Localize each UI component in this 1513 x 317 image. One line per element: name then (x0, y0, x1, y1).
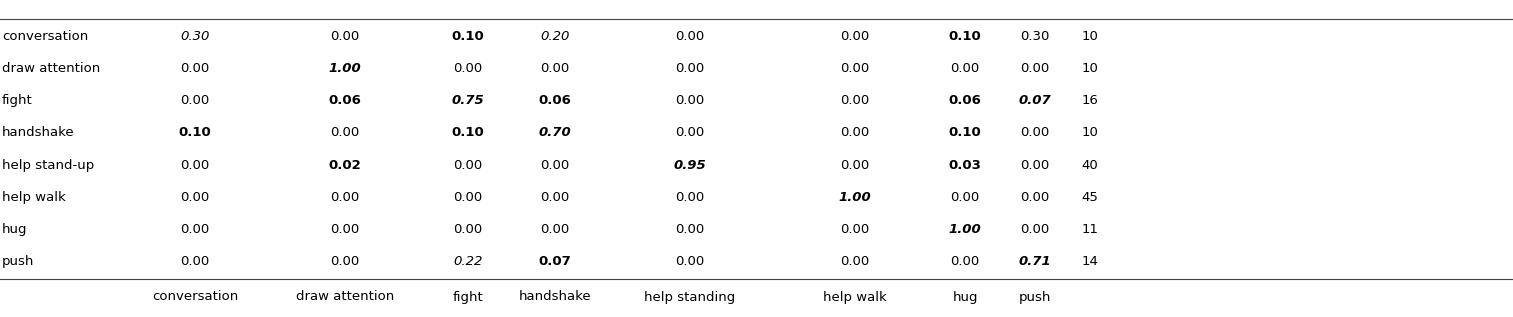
Text: 0.06: 0.06 (539, 94, 572, 107)
Text: 0.20: 0.20 (540, 29, 570, 42)
Text: 0.00: 0.00 (180, 158, 210, 171)
Text: push: push (1018, 290, 1052, 303)
Text: 1.00: 1.00 (949, 223, 982, 236)
Text: 0.30: 0.30 (180, 29, 210, 42)
Text: fight: fight (2, 94, 33, 107)
Text: 0.00: 0.00 (840, 62, 870, 75)
Text: 0.10: 0.10 (949, 126, 982, 139)
Text: 0.00: 0.00 (330, 256, 360, 268)
Text: 0.10: 0.10 (179, 126, 212, 139)
Text: 0.00: 0.00 (675, 126, 705, 139)
Text: push: push (2, 256, 35, 268)
Text: 0.00: 0.00 (330, 126, 360, 139)
Text: 0.22: 0.22 (454, 256, 483, 268)
Text: 0.75: 0.75 (451, 94, 484, 107)
Text: 0.00: 0.00 (330, 29, 360, 42)
Text: draw attention: draw attention (2, 62, 100, 75)
Text: handshake: handshake (2, 126, 74, 139)
Text: 0.00: 0.00 (330, 223, 360, 236)
Text: 0.00: 0.00 (1020, 62, 1050, 75)
Text: 0.00: 0.00 (950, 191, 979, 204)
Text: 0.00: 0.00 (840, 256, 870, 268)
Text: handshake: handshake (519, 290, 592, 303)
Text: 0.06: 0.06 (328, 94, 362, 107)
Text: 0.00: 0.00 (540, 158, 569, 171)
Text: 0.00: 0.00 (180, 191, 210, 204)
Text: 45: 45 (1082, 191, 1098, 204)
Text: 0.70: 0.70 (539, 126, 572, 139)
Text: 0.71: 0.71 (1018, 256, 1052, 268)
Text: hug: hug (2, 223, 27, 236)
Text: 0.00: 0.00 (675, 191, 705, 204)
Text: 10: 10 (1082, 126, 1098, 139)
Text: 0.30: 0.30 (1020, 29, 1050, 42)
Text: 0.00: 0.00 (1020, 223, 1050, 236)
Text: 0.00: 0.00 (540, 191, 569, 204)
Text: 1.00: 1.00 (328, 62, 362, 75)
Text: 0.00: 0.00 (540, 223, 569, 236)
Text: 40: 40 (1082, 158, 1098, 171)
Text: 0.00: 0.00 (675, 29, 705, 42)
Text: 0.10: 0.10 (451, 126, 484, 139)
Text: 0.00: 0.00 (1020, 191, 1050, 204)
Text: fight: fight (452, 290, 483, 303)
Text: 10: 10 (1082, 62, 1098, 75)
Text: 0.00: 0.00 (454, 191, 483, 204)
Text: 0.00: 0.00 (454, 158, 483, 171)
Text: conversation: conversation (151, 290, 238, 303)
Text: 0.00: 0.00 (540, 62, 569, 75)
Text: 0.00: 0.00 (675, 94, 705, 107)
Text: 0.00: 0.00 (675, 62, 705, 75)
Text: help walk: help walk (2, 191, 65, 204)
Text: 0.00: 0.00 (675, 256, 705, 268)
Text: 0.03: 0.03 (949, 158, 982, 171)
Text: 14: 14 (1082, 256, 1098, 268)
Text: 1.00: 1.00 (838, 191, 871, 204)
Text: 0.00: 0.00 (454, 62, 483, 75)
Text: 0.00: 0.00 (454, 223, 483, 236)
Text: 0.00: 0.00 (950, 62, 979, 75)
Text: 0.00: 0.00 (840, 29, 870, 42)
Text: 0.10: 0.10 (451, 29, 484, 42)
Text: 0.00: 0.00 (180, 94, 210, 107)
Text: 0.02: 0.02 (328, 158, 362, 171)
Text: 0.06: 0.06 (949, 94, 982, 107)
Text: 0.00: 0.00 (840, 158, 870, 171)
Text: 0.00: 0.00 (180, 256, 210, 268)
Text: 0.00: 0.00 (840, 126, 870, 139)
Text: 0.00: 0.00 (1020, 158, 1050, 171)
Text: 0.00: 0.00 (180, 62, 210, 75)
Text: 0.00: 0.00 (1020, 126, 1050, 139)
Text: 0.00: 0.00 (330, 191, 360, 204)
Text: 0.07: 0.07 (539, 256, 572, 268)
Text: 0.00: 0.00 (840, 223, 870, 236)
Text: draw attention: draw attention (297, 290, 393, 303)
Text: 16: 16 (1082, 94, 1098, 107)
Text: hug: hug (952, 290, 977, 303)
Text: 0.00: 0.00 (950, 256, 979, 268)
Text: 0.00: 0.00 (180, 223, 210, 236)
Text: 0.00: 0.00 (675, 223, 705, 236)
Text: help walk: help walk (823, 290, 887, 303)
Text: 10: 10 (1082, 29, 1098, 42)
Text: 0.07: 0.07 (1018, 94, 1052, 107)
Text: conversation: conversation (2, 29, 88, 42)
Text: 0.00: 0.00 (840, 94, 870, 107)
Text: help stand-up: help stand-up (2, 158, 94, 171)
Text: 0.95: 0.95 (673, 158, 707, 171)
Text: help standing: help standing (645, 290, 735, 303)
Text: 11: 11 (1082, 223, 1098, 236)
Text: 0.10: 0.10 (949, 29, 982, 42)
